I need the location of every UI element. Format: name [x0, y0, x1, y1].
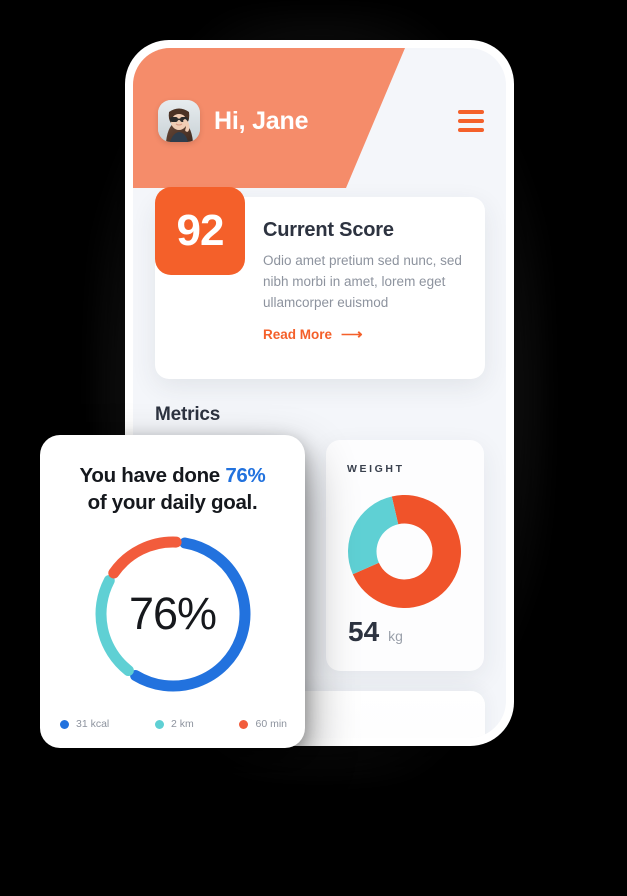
goal-headline-suffix: of your daily goal.: [87, 490, 258, 514]
weight-donut-slice: [352, 495, 461, 608]
current-score-card: 92 Current Score Odio amet pretium sed n…: [155, 187, 485, 379]
goal-ring-center-value: 76%: [128, 588, 217, 640]
legend-label: 2 km: [171, 718, 194, 730]
read-more-link[interactable]: Read More ⟶: [263, 327, 363, 342]
hamburger-bar: [458, 110, 484, 114]
daily-goal-ring-chart: [95, 536, 250, 692]
score-badge: 92: [155, 187, 245, 275]
goal-ring-arc: [95, 575, 134, 677]
weight-value: 54: [348, 616, 380, 647]
goal-ring-arc: [107, 536, 182, 579]
weight-value-group: 54 kg: [348, 616, 403, 648]
legend-label: 31 kcal: [76, 718, 110, 730]
header-bar: Hi, Jane: [133, 96, 506, 146]
goal-headline: You have done 76% of your daily goal.: [62, 463, 283, 516]
weight-donut-slice: [348, 496, 399, 575]
avatar[interactable]: [158, 100, 200, 142]
goal-headline-percent: 76%: [225, 464, 266, 487]
score-card-description: Odio amet pretium sed nunc, sed nibh mor…: [263, 253, 462, 310]
arrow-right-icon: ⟶: [341, 325, 363, 343]
hamburger-bar: [458, 119, 484, 123]
weight-donut-chart: [348, 495, 461, 608]
greeting-text: Hi, Jane: [214, 106, 309, 135]
legend-dot-icon: [60, 719, 69, 729]
weight-card[interactable]: WEIGHT 54 kg: [326, 440, 484, 671]
user-photo-avatar-icon: [158, 100, 200, 142]
hamburger-bar: [458, 128, 484, 132]
daily-goal-card: You have done 76% of your daily goal. 76…: [40, 435, 305, 748]
legend-dot-icon: [155, 719, 164, 729]
legend-dot-icon: [239, 719, 249, 729]
goal-legend: 31 kcal 2 km 60 min: [40, 718, 305, 730]
legend-item: 2 km: [155, 718, 194, 730]
goal-ring-wrap: 76%: [87, 528, 259, 700]
hamburger-menu-icon[interactable]: [458, 110, 484, 132]
score-card-body: Current Score Odio amet pretium sed nunc…: [263, 219, 469, 344]
goal-headline-prefix: You have done: [79, 464, 226, 487]
legend-item: 31 kcal: [60, 718, 109, 730]
metrics-section-title: Metrics: [155, 404, 221, 425]
goal-ring-arc: [129, 537, 250, 692]
phone-screen: Hi, Jane 92 Current Score Odio amet pret…: [133, 48, 506, 738]
legend-label: 60 min: [255, 718, 287, 730]
legend-item: 60 min: [239, 718, 287, 730]
weight-card-label: WEIGHT: [347, 463, 405, 475]
phone-frame: Hi, Jane 92 Current Score Odio amet pret…: [125, 40, 514, 746]
read-more-label: Read More: [263, 326, 333, 342]
weight-unit: kg: [388, 628, 403, 644]
score-card-title: Current Score: [263, 219, 394, 241]
